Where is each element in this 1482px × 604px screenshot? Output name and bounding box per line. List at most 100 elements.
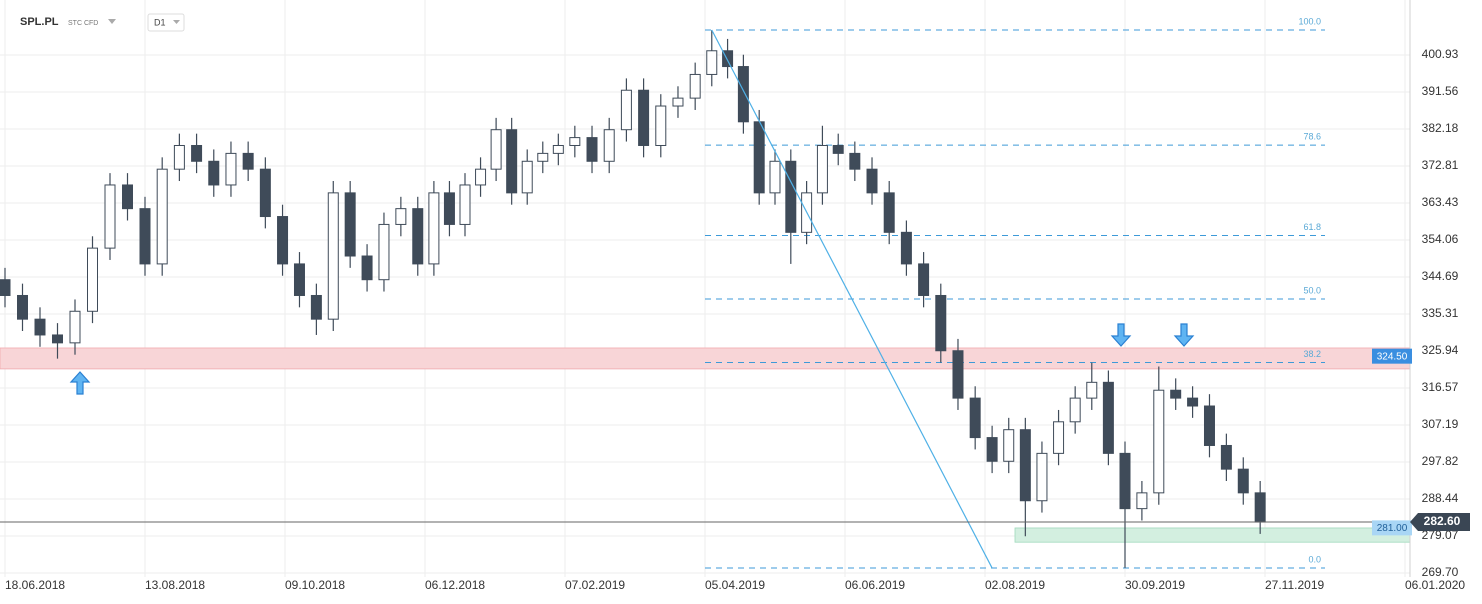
candle-body — [866, 168, 878, 194]
zone-price-label: 281.00 — [1377, 523, 1408, 534]
y-tick-label: 400.93 — [1422, 47, 1459, 61]
candle-body — [208, 160, 220, 186]
x-tick-label: 07.02.2019 — [565, 578, 625, 592]
candle-body — [242, 152, 254, 170]
y-tick-label: 269.70 — [1422, 565, 1459, 579]
candle-body — [737, 66, 749, 123]
candle-body — [259, 168, 271, 218]
candle-body — [1136, 492, 1148, 510]
x-tick-label: 30.09.2019 — [1125, 578, 1185, 592]
candle-body — [832, 144, 844, 154]
candles — [0, 29, 1266, 568]
candle-body — [1254, 492, 1266, 523]
candle-body — [87, 247, 98, 312]
zone — [1014, 527, 1411, 543]
symbol: SPL.PL — [20, 16, 59, 28]
zones — [0, 347, 1411, 543]
candle-body — [139, 208, 151, 265]
candle-body — [785, 160, 797, 233]
candle-body — [412, 208, 424, 265]
candle-body — [277, 216, 289, 265]
up-arrow — [69, 371, 91, 395]
fib-label: 61.8 — [1303, 222, 1321, 232]
candle-body — [1069, 397, 1081, 423]
y-tick-label: 382.18 — [1422, 121, 1459, 135]
candle-body — [586, 137, 598, 162]
candle-body — [1053, 421, 1065, 454]
candle-body — [620, 89, 632, 131]
candle-body — [1153, 389, 1165, 494]
candle-body — [952, 350, 964, 399]
candle-body — [1102, 381, 1114, 454]
candle-body — [1019, 429, 1031, 502]
zone — [0, 347, 1411, 370]
down-arrow — [1173, 323, 1195, 347]
y-tick-label: 363.43 — [1422, 195, 1459, 209]
fib-label: 78.6 — [1303, 132, 1321, 142]
last-price-tag — [1410, 513, 1470, 532]
candle-body — [34, 318, 46, 336]
fibonacci: 100.0 78.6 61.8 50.0 38.2 0.0 — [705, 16, 1325, 569]
candle-body — [443, 192, 455, 225]
fib-label: 0.0 — [1308, 554, 1321, 564]
candle-body — [918, 263, 930, 296]
candle-body — [490, 129, 502, 170]
candle-body — [900, 231, 912, 265]
candle-body — [428, 192, 440, 265]
y-tick-label: 354.06 — [1422, 232, 1459, 246]
candle-body — [638, 89, 650, 146]
candle-body — [293, 263, 305, 296]
candle-body — [769, 160, 781, 194]
candle-body — [156, 168, 168, 265]
y-tick-label: 297.82 — [1422, 454, 1459, 468]
candle-body — [552, 144, 564, 154]
fib-label: 50.0 — [1303, 285, 1321, 295]
x-tick-label: 02.08.2019 — [985, 578, 1045, 592]
x-tick-label: 06.12.2018 — [425, 578, 485, 592]
candle-body — [655, 105, 667, 146]
candle-body — [361, 255, 373, 281]
candle-body — [52, 334, 63, 344]
candle-body — [122, 184, 133, 210]
interval-dropdown[interactable] — [173, 20, 180, 24]
candle-body — [1170, 389, 1182, 399]
candle-body — [1119, 452, 1131, 510]
trendline — [711, 29, 993, 569]
y-tick-label: 307.19 — [1422, 417, 1459, 431]
candle-body — [310, 294, 322, 320]
zone-price-tag — [1372, 348, 1412, 364]
interval: D1 — [154, 17, 166, 27]
zone-price-tag — [1372, 520, 1412, 536]
symbol-dropdown[interactable] — [108, 19, 116, 24]
instrument-type: STC CFD — [68, 20, 98, 27]
candle-body — [521, 160, 533, 194]
x-tick-label: 05.04.2019 — [705, 578, 765, 592]
candle-body — [1036, 452, 1048, 502]
candle-body — [173, 144, 185, 170]
x-tick-label: 27.11.2019 — [1265, 578, 1324, 592]
candle-body — [0, 279, 11, 296]
candle-body — [378, 223, 390, 281]
candle-body — [69, 310, 81, 344]
y-tick-label: 335.31 — [1422, 306, 1459, 320]
candle-body — [475, 168, 487, 186]
fib-label: 100.0 — [1298, 16, 1321, 26]
candle-body — [986, 437, 998, 462]
candle-body — [506, 129, 518, 194]
down-arrow — [1110, 323, 1132, 347]
interval-select[interactable] — [147, 13, 185, 32]
y-tick-label: 391.56 — [1422, 84, 1459, 98]
y-tick-label: 372.81 — [1422, 158, 1459, 172]
zone-price-label: 324.50 — [1377, 351, 1408, 362]
candle-body — [753, 121, 765, 194]
x-tick-label: 09.10.2018 — [285, 578, 345, 592]
candle-body — [225, 152, 237, 186]
x-tick-label: 13.08.2018 — [145, 578, 205, 592]
candle-body — [969, 397, 981, 439]
candle-body — [537, 152, 549, 162]
candle-body — [395, 208, 407, 225]
y-tick-label: 288.44 — [1422, 491, 1459, 505]
x-tick-label: 06.01.2020 — [1405, 578, 1465, 592]
candle-body — [1237, 468, 1249, 494]
